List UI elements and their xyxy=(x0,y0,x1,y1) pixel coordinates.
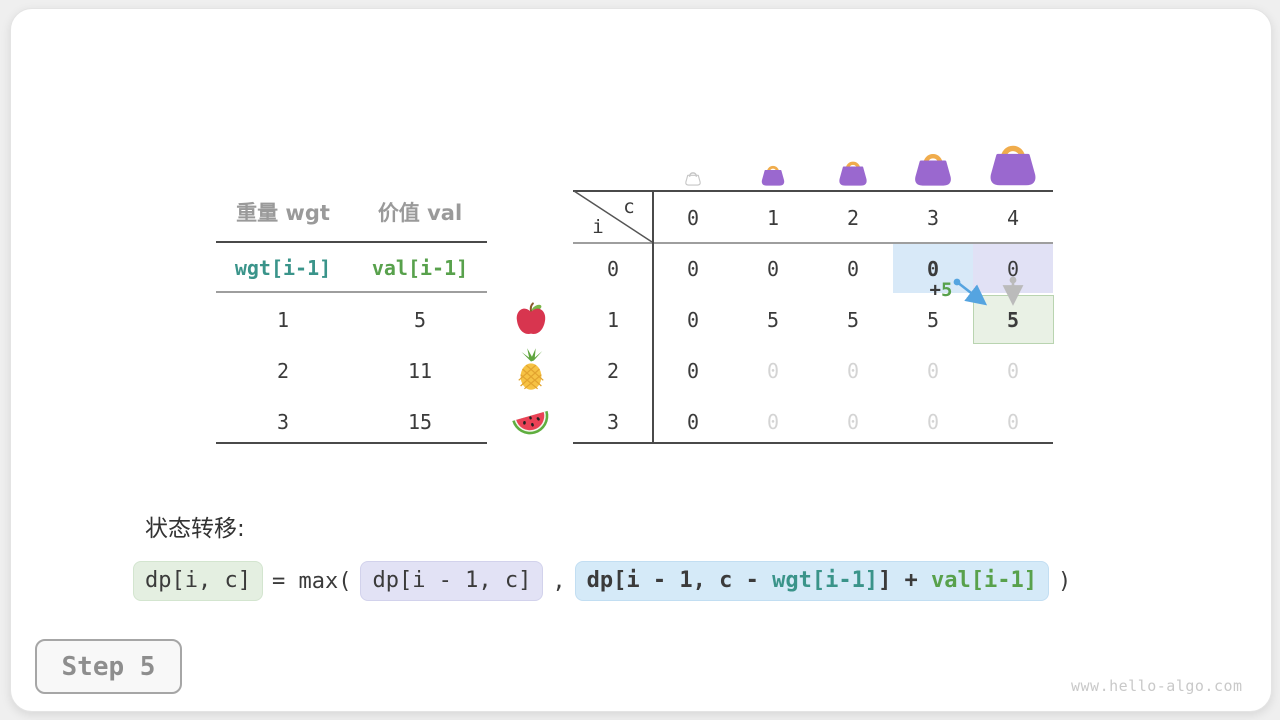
dp-table-bottom-rule xyxy=(573,442,1053,444)
dp-table-top-rule xyxy=(573,190,1053,192)
dp-cell-0-4: 0 xyxy=(1006,257,1020,281)
formula-separator: , xyxy=(552,568,566,594)
item-table-top-rule xyxy=(216,241,487,243)
formula-lhs-box: dp[i, c] xyxy=(133,560,263,602)
item-weight-3: 3 xyxy=(276,410,290,434)
dp-cell-2-2: 0 xyxy=(846,359,860,383)
dp-cell-2-4: 0 xyxy=(1006,359,1020,383)
dp-corner-col-var: c xyxy=(623,196,635,218)
item-table-value-header: 价值 val xyxy=(377,201,463,225)
dp-table-vertical-rule xyxy=(652,190,654,444)
pineapple-icon xyxy=(518,348,544,390)
dp-col-header-1: 1 xyxy=(766,206,780,230)
dp-row-header-1: 1 xyxy=(606,308,620,332)
formula-closing-paren: ) xyxy=(1058,568,1072,594)
ghost-bag-icon xyxy=(685,172,701,186)
bag-icon-3 xyxy=(915,154,951,186)
bag-icon-2 xyxy=(839,161,867,186)
item-table-wgt-index: wgt[i-1] xyxy=(234,256,332,280)
plus-five-annotation: +5 xyxy=(930,279,953,301)
arg2-val-term: val[i-1] xyxy=(931,567,1038,593)
item-weight-1: 1 xyxy=(276,308,290,332)
annotation-plus-sign: + xyxy=(929,279,941,301)
arg2-infix: ] + xyxy=(878,567,932,593)
item-weight-2: 2 xyxy=(276,359,290,383)
dp-cell-1-0: 0 xyxy=(686,308,700,332)
formula-arg2-box: dp[i - 1, c - wgt[i-1]] + val[i-1] xyxy=(574,560,1050,602)
dp-cell-2-3: 0 xyxy=(926,359,940,383)
dp-cell-3-3: 0 xyxy=(926,410,940,434)
apple-icon xyxy=(516,302,546,334)
dp-row-header-0: 0 xyxy=(606,257,620,281)
diagram-card xyxy=(10,8,1272,712)
dp-col-header-0: 0 xyxy=(686,206,700,230)
annotation-value: 5 xyxy=(941,279,953,301)
transition-label: 状态转移: xyxy=(145,516,245,542)
dp-col-header-3: 3 xyxy=(926,206,940,230)
dp-row-header-2: 2 xyxy=(606,359,620,383)
item-value-2: 11 xyxy=(407,359,433,383)
dp-corner-row-var: i xyxy=(592,216,604,238)
item-value-3: 15 xyxy=(407,410,433,434)
arg2-wgt-term: wgt[i-1] xyxy=(772,567,879,593)
dp-col-header-2: 2 xyxy=(846,206,860,230)
dp-cell-1-3: 5 xyxy=(926,308,940,332)
dp-cell-0-1: 0 xyxy=(766,257,780,281)
dp-cell-2-0: 0 xyxy=(686,359,700,383)
transition-formula: dp[i, c] = max( dp[i - 1, c] , dp[i - 1,… xyxy=(133,559,1071,603)
dp-cell-0-0: 0 xyxy=(686,257,700,281)
item-table-mid-rule xyxy=(216,291,487,293)
watermelon-icon xyxy=(512,410,549,435)
dp-cell-3-0: 0 xyxy=(686,410,700,434)
dp-cell-1-1: 5 xyxy=(766,308,780,332)
dp-cell-3-4: 0 xyxy=(1006,410,1020,434)
item-table-weight-header: 重量 wgt xyxy=(236,201,330,225)
dp-cell-3-2: 0 xyxy=(846,410,860,434)
arg2-prefix: dp[i - 1, c - xyxy=(586,567,773,593)
item-table-val-index: val[i-1] xyxy=(371,256,469,280)
dp-cell-1-2: 5 xyxy=(846,308,860,332)
dp-cell-0-3: 0 xyxy=(926,257,940,281)
step-badge: Step 5 xyxy=(35,639,182,694)
item-value-1: 5 xyxy=(413,308,427,332)
formula-arg1-box: dp[i - 1, c] xyxy=(360,560,544,602)
dp-cell-3-1: 0 xyxy=(766,410,780,434)
dp-row-header-3: 3 xyxy=(606,410,620,434)
bag-icon-1 xyxy=(761,165,785,186)
formula-operator: = max( xyxy=(271,568,352,594)
dp-cell-1-4: 5 xyxy=(1006,308,1020,332)
dp-table-header-rule xyxy=(573,242,1053,244)
dp-cell-2-1: 0 xyxy=(766,359,780,383)
watermark: www.hello-algo.com xyxy=(1071,677,1243,695)
bag-icon-4 xyxy=(990,145,1036,186)
dp-cell-0-2: 0 xyxy=(846,257,860,281)
item-table-bottom-rule xyxy=(216,442,487,444)
dp-col-header-4: 4 xyxy=(1006,206,1020,230)
